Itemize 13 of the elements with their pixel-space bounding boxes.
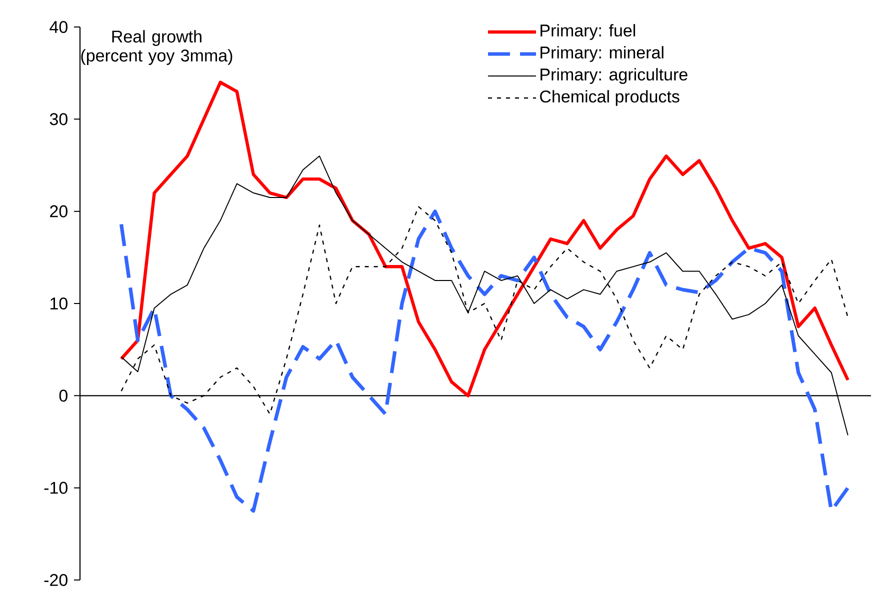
y-tick-label: 40	[50, 20, 68, 34]
legend-label: Chemical products	[540, 90, 680, 106]
legend-label: Primary: fuel	[540, 24, 636, 40]
y-axis-title: Real growth (percent yoy 3mma)	[81, 30, 232, 65]
y-tick-label: 20	[50, 205, 68, 218]
y-tick-label: -20	[44, 574, 68, 586]
legend-label: Primary: agriculture	[540, 68, 688, 84]
y-tick-label: 10	[50, 297, 68, 310]
line-series	[119, 210, 850, 513]
y-tick-label: 0	[59, 390, 68, 402]
y-tick-label: 30	[50, 113, 68, 126]
legend-label: Primary: mineral	[540, 46, 664, 62]
y-tick-label: -10	[44, 482, 68, 494]
